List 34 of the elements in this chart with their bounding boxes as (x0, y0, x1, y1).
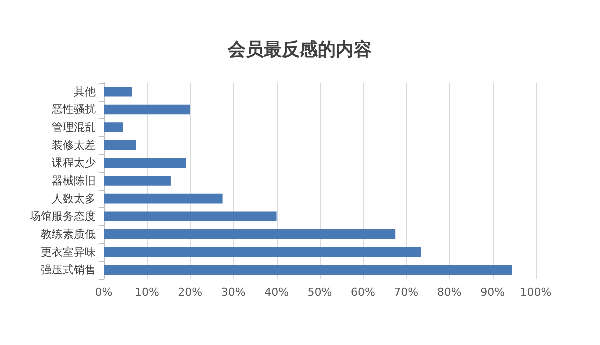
y-tick-label: 课程太少 (52, 156, 96, 170)
bar (104, 194, 223, 204)
bar (104, 104, 190, 115)
y-tick-label: 器械陈旧 (52, 174, 96, 188)
x-tick-label: 60% (350, 286, 376, 299)
bar (104, 140, 136, 150)
bar (104, 87, 132, 97)
chart-title: 会员最反感的内容 (227, 40, 372, 60)
bar (104, 176, 171, 186)
bar (104, 247, 422, 258)
y-tick-label: 恶性骚扰 (51, 103, 96, 116)
y-tick-label: 人数太多 (52, 192, 96, 206)
x-tick-label: 30% (221, 286, 246, 299)
y-tick-label: 其他 (74, 85, 96, 98)
y-tick-label: 更衣室异味 (41, 246, 96, 259)
x-tick-label: 0% (95, 286, 113, 299)
y-tick-label: 强压式销售 (41, 264, 96, 277)
bar (104, 122, 124, 132)
bar (104, 230, 396, 240)
y-tick-label: 教练素质低 (41, 228, 96, 241)
y-tick-label: 场馆服务态度 (29, 210, 96, 224)
x-tick-label: 10% (134, 286, 160, 299)
x-tick-label: 90% (480, 286, 506, 299)
x-tick-label: 40% (264, 286, 290, 299)
x-tick-label: 80% (437, 286, 462, 299)
bar (104, 265, 512, 275)
x-tick-label: 20% (178, 286, 203, 299)
y-tick-label: 装修太差 (52, 138, 96, 152)
x-tick-label: 50% (308, 286, 332, 299)
bar (104, 212, 277, 222)
x-tick-label: 100% (520, 286, 552, 299)
y-tick-label: 管理混乱 (52, 121, 96, 134)
bar (104, 158, 186, 168)
x-tick-label: 70% (394, 286, 419, 299)
